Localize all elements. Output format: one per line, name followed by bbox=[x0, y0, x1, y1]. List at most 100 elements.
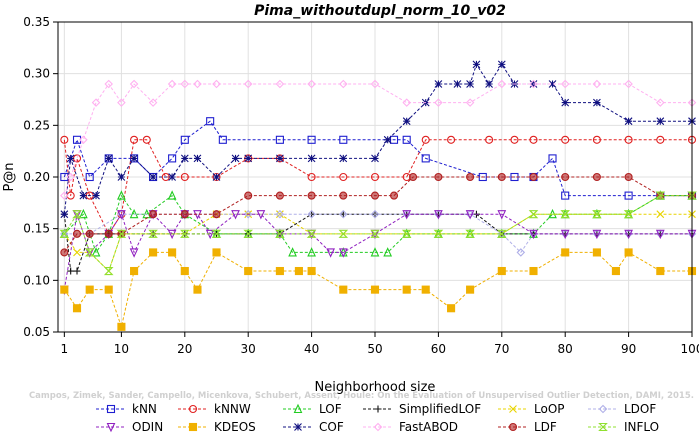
x-tick-label: 10 bbox=[114, 342, 129, 356]
data-point-fastabod bbox=[592, 79, 602, 89]
data-point-lof bbox=[117, 190, 126, 200]
data-point-cof bbox=[92, 191, 100, 200]
data-point-kdeos bbox=[294, 266, 303, 276]
legend-marker bbox=[598, 404, 608, 414]
data-point-ldof bbox=[339, 209, 348, 219]
x-tick-label: 70 bbox=[494, 342, 509, 356]
data-point-cof bbox=[656, 117, 665, 126]
data-point-odin bbox=[655, 229, 665, 240]
data-point-cof bbox=[276, 154, 284, 163]
data-point-odin bbox=[129, 248, 139, 258]
data-point-knnw bbox=[307, 172, 316, 182]
data-point-ldof bbox=[370, 209, 380, 219]
data-point-cof bbox=[561, 98, 570, 107]
data-point-inflo bbox=[592, 210, 602, 219]
data-point-kdeos bbox=[104, 285, 113, 294]
series-line-lof bbox=[63, 195, 692, 253]
data-point-ldf bbox=[85, 229, 94, 238]
data-point-knn bbox=[180, 135, 189, 144]
data-point-inflo bbox=[59, 229, 70, 238]
data-point-odin bbox=[434, 210, 443, 220]
data-point-knn bbox=[85, 172, 94, 182]
series-kdeos bbox=[60, 248, 697, 331]
legend-label: LoOP bbox=[534, 402, 565, 416]
data-point-lof bbox=[307, 247, 316, 257]
data-point-knnw bbox=[142, 135, 151, 144]
data-point-lof bbox=[91, 247, 101, 257]
data-point-cof bbox=[244, 154, 253, 163]
data-point-inflo bbox=[338, 229, 349, 238]
data-point-fastabod bbox=[79, 135, 88, 145]
data-point-inflo bbox=[72, 210, 82, 219]
data-point-inflo bbox=[401, 229, 412, 238]
data-point-simplifiedlof bbox=[67, 267, 75, 275]
data-point-knnw bbox=[370, 172, 380, 182]
data-point-inflo bbox=[306, 229, 317, 238]
data-point-cof bbox=[149, 173, 157, 181]
data-point-fastabod bbox=[60, 191, 69, 200]
data-point-fastabod bbox=[497, 79, 507, 89]
data-point-fastabod bbox=[104, 79, 113, 89]
data-point-odin bbox=[326, 248, 335, 258]
data-point-cof bbox=[402, 117, 411, 126]
data-point-inflo bbox=[496, 229, 507, 238]
data-point-kdeos bbox=[466, 285, 475, 294]
data-point-ldf bbox=[149, 210, 158, 219]
data-point-ldf bbox=[389, 191, 399, 200]
data-point-cof bbox=[193, 154, 202, 163]
data-point-inflo bbox=[84, 248, 95, 257]
data-point-knn bbox=[168, 154, 177, 163]
data-point-kdeos bbox=[275, 266, 284, 276]
data-point-inflo bbox=[528, 210, 539, 219]
data-point-knnw bbox=[561, 135, 570, 144]
data-point-odin bbox=[529, 229, 538, 240]
data-point-knnw bbox=[180, 172, 189, 182]
data-point-ldof bbox=[275, 209, 285, 219]
series-line-knn bbox=[63, 120, 692, 197]
data-point-lof bbox=[370, 247, 380, 257]
data-point-fastabod bbox=[91, 98, 101, 107]
data-point-kdeos bbox=[447, 304, 456, 313]
data-point-ldf bbox=[339, 191, 348, 200]
data-point-kdeos bbox=[402, 285, 411, 294]
series-layer bbox=[59, 60, 697, 331]
data-point-cof bbox=[60, 210, 69, 219]
data-point-fastabod bbox=[402, 98, 411, 107]
data-point-kdeos bbox=[497, 266, 506, 276]
data-point-fastabod bbox=[434, 98, 443, 107]
data-point-kdeos bbox=[85, 285, 94, 294]
x-axis-label: Neighborhood size bbox=[315, 380, 436, 395]
data-point-loop bbox=[73, 248, 81, 257]
series-line-ldf bbox=[63, 176, 692, 253]
data-point-kdeos bbox=[529, 266, 538, 276]
data-point-kdeos bbox=[72, 304, 82, 313]
y-axis-label: P@n bbox=[2, 162, 17, 191]
data-point-kdeos bbox=[60, 285, 69, 294]
data-point-knnw bbox=[339, 172, 348, 182]
data-point-odin bbox=[560, 229, 570, 240]
y-tick-label: 0.25 bbox=[23, 118, 50, 132]
data-point-knnw bbox=[130, 135, 139, 144]
data-point-inflo bbox=[560, 210, 571, 219]
x-tick-label: 100 bbox=[681, 342, 699, 356]
x-tick-label: 60 bbox=[431, 342, 446, 356]
data-point-cof bbox=[485, 80, 494, 88]
legend-label: INFLO bbox=[624, 420, 659, 434]
data-point-fastabod bbox=[624, 79, 633, 89]
data-point-ldf bbox=[180, 210, 189, 219]
legend-label: FastABOD bbox=[399, 420, 458, 434]
legend-item-inflo: INFLO bbox=[588, 420, 659, 434]
legend-marker bbox=[294, 423, 302, 431]
data-point-lof bbox=[78, 208, 88, 219]
data-point-ldf bbox=[624, 172, 633, 182]
data-point-ldf bbox=[592, 172, 601, 182]
data-point-cof bbox=[466, 80, 474, 88]
x-tick-label: 50 bbox=[367, 342, 382, 356]
data-point-ldf bbox=[307, 191, 316, 200]
data-point-lof bbox=[288, 247, 297, 257]
data-point-ldf bbox=[370, 191, 380, 200]
data-point-kdeos bbox=[149, 248, 158, 257]
data-point-fastabod bbox=[180, 79, 190, 89]
